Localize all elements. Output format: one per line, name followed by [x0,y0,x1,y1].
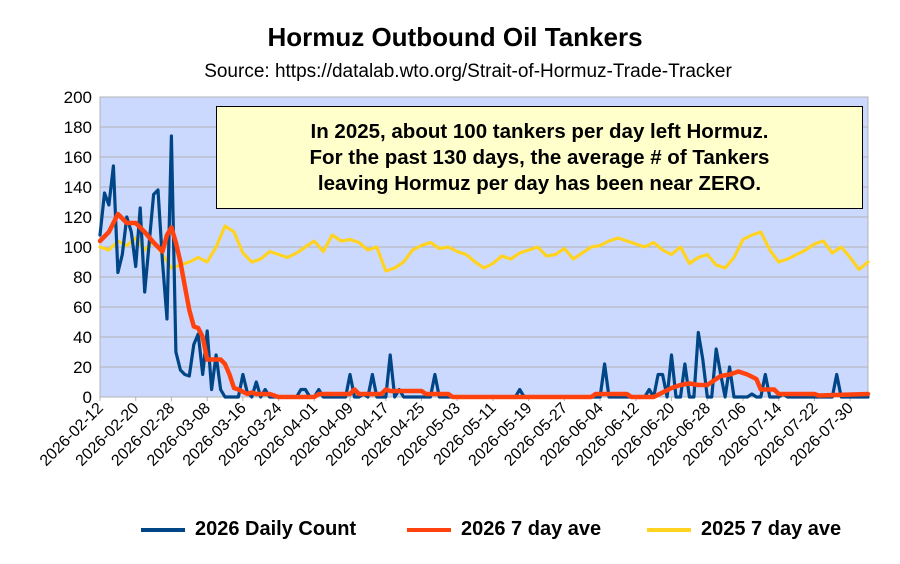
legend-swatch-2026-ave [407,527,451,532]
y-tick-label: 200 [64,88,92,107]
y-tick-label: 60 [73,298,92,317]
y-tick-label: 140 [64,178,92,197]
series-line-2025-ave [98,224,870,273]
legend-item-2026-ave: 2026 7 day ave [407,518,601,541]
x-axis-ticks: 2026-02-122026-02-202026-02-282026-03-08… [37,397,857,470]
annotation-line-1: In 2025, about 100 tankers per day left … [310,119,769,143]
series-lines [97,134,871,400]
legend-swatch-2025-ave [647,527,691,532]
y-tick-label: 120 [64,208,92,227]
annotation-line-3: leaving Hormuz per day has been near ZER… [317,171,762,195]
y-tick-label: 180 [64,118,92,137]
y-tick-label: 0 [83,388,92,407]
legend-swatch-daily-count [141,527,185,532]
chart-subtitle: Source: https://datalab.wto.org/Strait-o… [204,61,732,82]
legend: 2026 Daily Count 2026 7 day ave 2025 7 d… [0,518,900,548]
y-tick-label: 100 [64,238,92,257]
chart-title: Hormuz Outbound Oil Tankers [267,22,643,52]
annotation-box: In 2025, about 100 tankers per day left … [216,106,863,209]
y-tick-label: 80 [73,268,92,287]
legend-item-daily-count: 2026 Daily Count [141,518,356,541]
annotation-line-2: For the past 130 days, the average # of … [309,145,770,169]
legend-label-2026-ave: 2026 7 day ave [461,518,602,540]
series-line-2026-ave [97,211,871,400]
y-axis-ticks: 0 20 40 60 80 100 120 140 160 180 200 [64,88,92,407]
y-tick-label: 40 [73,328,92,347]
legend-label-daily-count: 2026 Daily Count [195,518,357,540]
y-tick-label: 160 [64,148,92,167]
y-tick-label: 20 [73,358,92,377]
legend-item-2025-ave: 2025 7 day ave [647,518,841,541]
legend-label-2025-ave: 2025 7 day ave [701,518,842,540]
